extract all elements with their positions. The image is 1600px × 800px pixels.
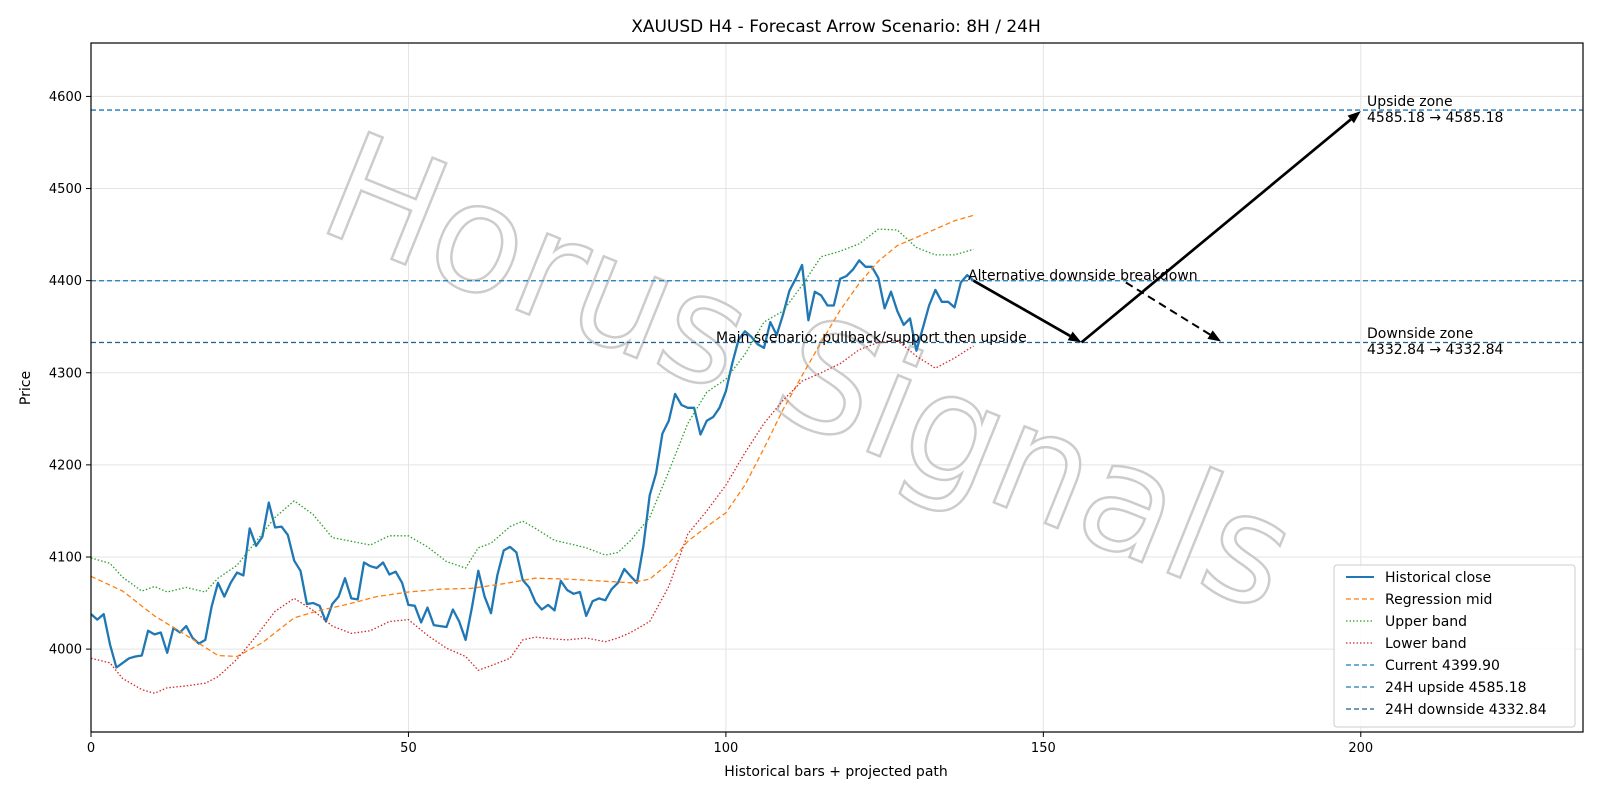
annotation-downside-zone-title: Downside zone: [1367, 326, 1473, 342]
x-tick-label-0: 0: [87, 741, 95, 756]
annotation-alt-downside: Alternative downside breakdown: [968, 268, 1198, 284]
annotation-upside-zone-range: 4585.18 → 4585.18: [1367, 110, 1503, 126]
y-tick-label-4000: 4000: [49, 643, 82, 658]
y-tick-label-4600: 4600: [49, 90, 82, 105]
legend-label-24h-upside: 24H upside 4585.18: [1385, 680, 1527, 696]
annotation-upside-zone-title: Upside zone: [1367, 94, 1453, 110]
x-axis-label: Historical bars + projected path: [724, 764, 948, 780]
plot-frame: [90, 42, 1584, 733]
legend-label-upper-band: Upper band: [1385, 614, 1467, 630]
scenario-arrows: [972, 111, 1361, 344]
arrow-shaft-2: [1125, 281, 1211, 336]
series-group: [90, 214, 975, 694]
y-tick-label-4200: 4200: [49, 458, 82, 473]
x-axis-ticks: 0 50 100 150 200: [87, 732, 1373, 756]
x-tick-label-100: 100: [713, 741, 738, 756]
series-line-historical-close: [90, 259, 975, 669]
series-line-upper-band: [90, 228, 974, 593]
legend-label-historical-close: Historical close: [1385, 570, 1491, 586]
arrow-head-2: [1207, 330, 1222, 342]
series-line-lower-band: [90, 339, 974, 694]
x-tick-label-200: 200: [1348, 741, 1373, 756]
annotation-downside-zone-range: 4332.84 → 4332.84: [1367, 342, 1504, 358]
legend: Historical close Regression mid Upper ba…: [1333, 564, 1576, 728]
y-axis-ticks: 4000 4100 4200 4300 4400 4500 4600: [49, 90, 91, 658]
legend-label-lower-band: Lower band: [1385, 636, 1467, 652]
arrow-head-1: [1347, 111, 1361, 124]
y-axis-label: Price: [18, 371, 34, 405]
legend-label-regression-mid: Regression mid: [1385, 592, 1492, 608]
x-tick-label-150: 150: [1031, 741, 1056, 756]
legend-label-24h-downside: 24H downside 4332.84: [1385, 702, 1547, 718]
x-tick-label-50: 50: [400, 741, 417, 756]
y-tick-label-4300: 4300: [49, 366, 82, 381]
level-lines: [91, 109, 1583, 344]
arrow-shaft-1: [1080, 118, 1352, 344]
legend-box: [1333, 564, 1576, 728]
annotation-main-scenario: Main scenario: pullback/support then ups…: [716, 330, 1027, 346]
arrow-shaft-0: [972, 279, 1071, 338]
y-tick-label-4500: 4500: [49, 182, 82, 197]
legend-label-current: Current 4399.90: [1385, 658, 1500, 674]
y-tick-label-4100: 4100: [49, 550, 82, 565]
chart-title: XAUUSD H4 - Forecast Arrow Scenario: 8H …: [631, 17, 1041, 37]
y-tick-label-4400: 4400: [49, 274, 82, 289]
series-line-regression-mid: [90, 214, 974, 658]
arrow-head-0: [1067, 331, 1082, 343]
